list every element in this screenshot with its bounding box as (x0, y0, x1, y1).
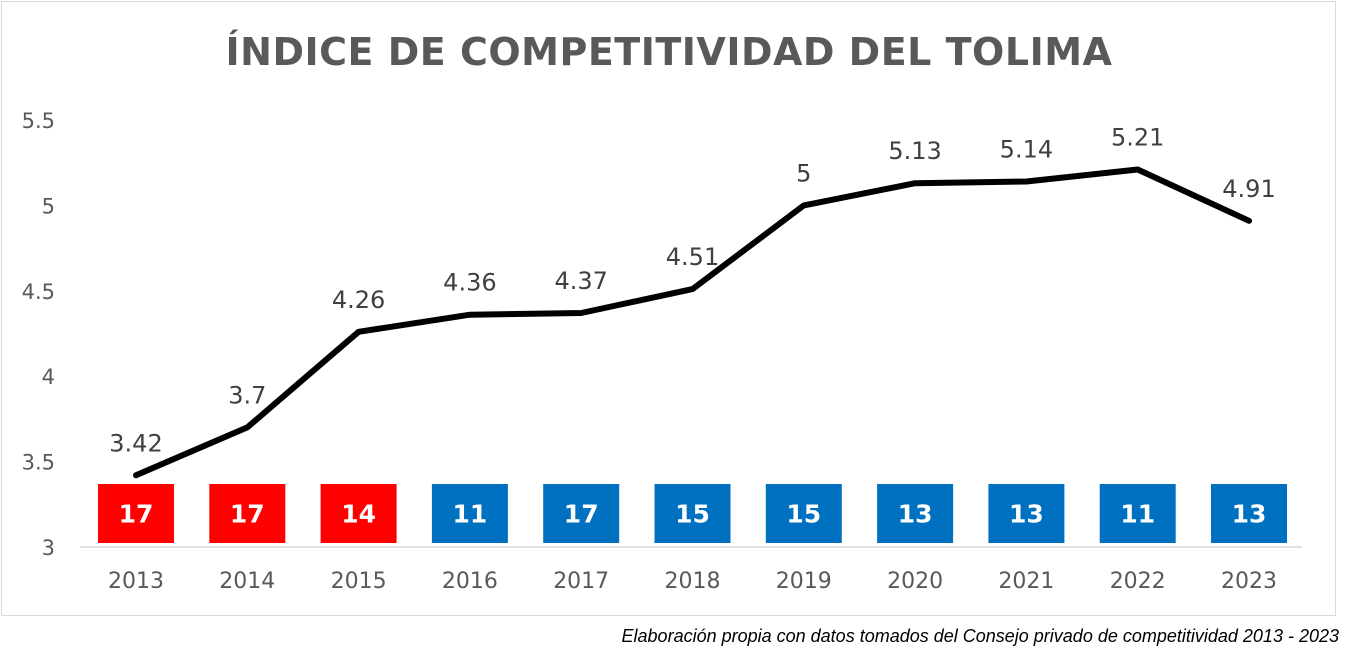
data-labels: 3.42 3.7 4.26 4.36 4.37 4.51 5 5.13 5.14 5.21 4.91 (109, 124, 1275, 458)
rank-box-label: 13 (1009, 500, 1044, 529)
rank-box (877, 484, 954, 543)
y-tick-label: 5 (42, 194, 55, 218)
y-tick-label: 3.5 (22, 451, 55, 475)
x-tick-label: 2019 (776, 569, 832, 594)
rank-box-label: 17 (230, 500, 265, 529)
data-label: 4.26 (332, 286, 385, 314)
y-axis-ticks: 5.5 5 4.5 4 3.5 3 (22, 109, 55, 560)
data-label: 5.14 (1000, 135, 1053, 163)
x-tick-label: 2015 (331, 569, 387, 594)
series-line (133, 166, 1252, 479)
chart-title: ÍNDICE DE COMPETITIVIDAD DEL TOLIMA (225, 30, 1113, 74)
data-label: 5 (796, 159, 811, 187)
data-label: 3.7 (228, 381, 266, 409)
data-label: 4.91 (1222, 175, 1275, 203)
rank-box-label: 15 (675, 500, 710, 529)
rank-box-label: 11 (1120, 500, 1155, 529)
x-tick-label: 2022 (1110, 569, 1166, 594)
data-label: 3.42 (109, 429, 162, 457)
data-label: 4.36 (443, 269, 496, 297)
rank-box-label: 11 (453, 500, 488, 529)
y-tick-label: 4 (42, 365, 55, 389)
rank-box-label: 13 (898, 500, 933, 529)
rank-box-label: 14 (341, 500, 376, 529)
rank-box (654, 484, 731, 543)
data-label: 5.21 (1111, 124, 1164, 152)
data-label: 4.37 (554, 267, 607, 295)
y-tick-label: 3 (42, 536, 55, 560)
x-tick-label: 2020 (887, 569, 943, 594)
rank-box-label: 17 (564, 500, 599, 529)
rank-box (320, 484, 397, 543)
x-tick-label: 2013 (108, 569, 164, 594)
rank-box (209, 484, 286, 543)
rank-box (98, 484, 174, 543)
x-tick-label: 2021 (998, 569, 1054, 594)
x-tick-label: 2018 (665, 569, 721, 594)
rank-box (1099, 484, 1176, 543)
rank-box (988, 484, 1065, 543)
rank-box-label: 15 (786, 500, 821, 529)
rank-box-label: 17 (119, 500, 154, 529)
x-axis-ticks: 2013 2014 2015 2016 2017 2018 2019 2020 2021 2022… (108, 569, 1277, 594)
rank-box (1211, 484, 1287, 543)
source-note-bar (575, 617, 1351, 659)
rank-box-label: 13 (1232, 500, 1267, 529)
line-chart: 5.5 5 4.5 4 3.5 3 17 17 14 11 17 15 15 13 13 11 13 3.42… (22, 109, 1302, 594)
data-label: 4.51 (666, 243, 719, 271)
data-label: 5.13 (888, 137, 941, 165)
rank-boxes: 17 17 14 11 17 15 15 13 13 11 13 (98, 484, 1287, 543)
y-tick-label: 4.5 (22, 280, 55, 304)
source-note: Elaboración propia con datos tomados del… (621, 626, 1339, 646)
rank-box (431, 484, 508, 543)
y-tick-label: 5.5 (22, 109, 55, 133)
rank-box (543, 484, 620, 543)
rank-box (765, 484, 842, 543)
x-tick-label: 2017 (553, 569, 609, 594)
x-tick-label: 2023 (1221, 569, 1277, 594)
x-tick-label: 2016 (442, 569, 498, 594)
x-tick-label: 2014 (219, 569, 275, 594)
